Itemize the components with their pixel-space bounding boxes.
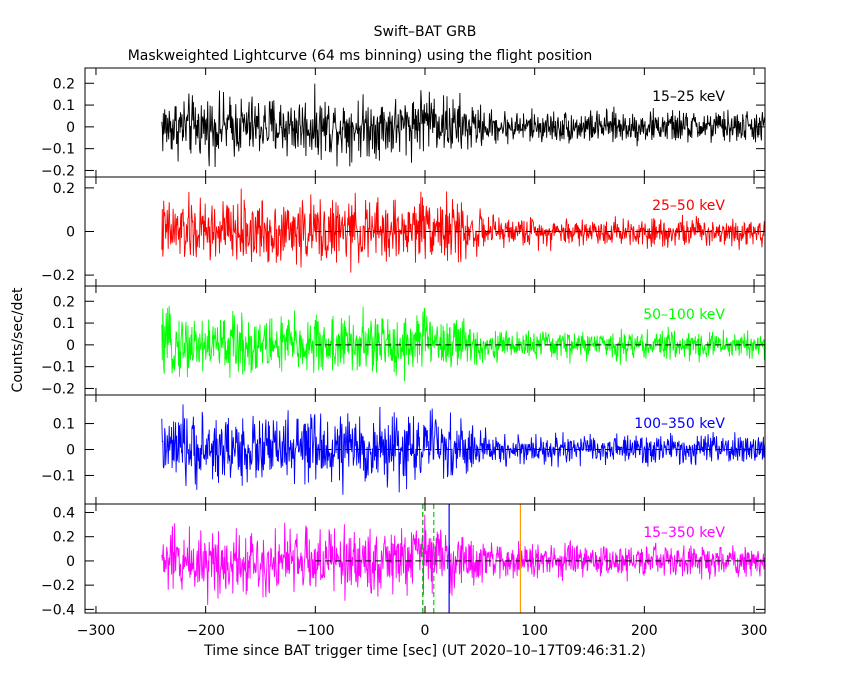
- series-label: 25–50 keV: [652, 198, 725, 214]
- x-tick-label: 200: [631, 623, 658, 639]
- y-tick-label: 0: [66, 120, 75, 136]
- y-tick-label: 0.2: [53, 76, 75, 92]
- y-tick-label: −0.1: [41, 360, 75, 376]
- series-label: 15–350 keV: [643, 525, 725, 541]
- y-tick-label: 0: [66, 443, 75, 459]
- lightcurve-trace: [161, 514, 766, 605]
- panel-4: −0.4 −0.2 0 0.2 0.4 15–350 keV: [41, 503, 766, 618]
- y-tick-label: 0: [66, 225, 75, 241]
- lightcurve-trace: [161, 404, 766, 495]
- panel-2: −0.2 −0.1 0 0.1 0.2 50–100 keV: [41, 285, 766, 397]
- panels: −0.2 −0.1 0 0.1 0.2 15–25 keV −0.2 0 0.2 25–50 ke…: [41, 67, 768, 639]
- y-tick-label: 0.1: [53, 98, 75, 114]
- x-tick-label: 300: [741, 623, 768, 639]
- panel-frame: [84, 394, 766, 505]
- y-tick-label: −0.2: [41, 381, 75, 397]
- x-tick-label: −200: [186, 623, 224, 639]
- x-tick-label: 100: [521, 623, 548, 639]
- y-tick-label: 0: [66, 338, 75, 354]
- panel-0: −0.2 −0.1 0 0.1 0.2 15–25 keV: [41, 67, 766, 179]
- y-tick-label: 0.1: [53, 417, 75, 433]
- y-tick-label: −0.1: [41, 468, 75, 484]
- y-tick-label: 0.1: [53, 316, 75, 332]
- y-tick-label: −0.4: [41, 602, 75, 618]
- x-tick-label: −100: [296, 623, 334, 639]
- y-axis-label: Counts/sec/det: [10, 287, 26, 392]
- panel-1: −0.2 0 0.2 25–50 keV: [41, 176, 766, 287]
- series-label: 15–25 keV: [652, 89, 725, 105]
- y-tick-label: −0.2: [41, 578, 75, 594]
- y-tick-label: −0.2: [41, 163, 75, 179]
- lightcurve-trace: [161, 188, 766, 273]
- panel-3: −0.1 0 0.1 100–350 keV: [41, 394, 766, 505]
- y-tick-label: 0: [66, 554, 75, 570]
- y-tick-label: −0.1: [41, 142, 75, 158]
- y-tick-label: 0.2: [53, 530, 75, 546]
- series-label: 50–100 keV: [643, 307, 725, 323]
- series-label: 100–350 keV: [634, 416, 725, 432]
- y-tick-label: 0.4: [53, 505, 75, 521]
- chart-title: Swift–BAT GRB: [374, 24, 477, 40]
- lightcurve-trace: [161, 305, 766, 382]
- y-tick-label: 0.2: [53, 294, 75, 310]
- x-tick-label: 0: [421, 623, 430, 639]
- x-tick-label: −300: [77, 623, 115, 639]
- y-tick-label: 0.2: [53, 181, 75, 197]
- x-axis-label: Time since BAT trigger time [sec] (UT 20…: [203, 643, 646, 659]
- chart-subtitle: Maskweighted Lightcurve (64 ms binning) …: [128, 48, 593, 64]
- lightcurve-trace: [161, 83, 766, 168]
- y-tick-label: −0.2: [41, 268, 75, 284]
